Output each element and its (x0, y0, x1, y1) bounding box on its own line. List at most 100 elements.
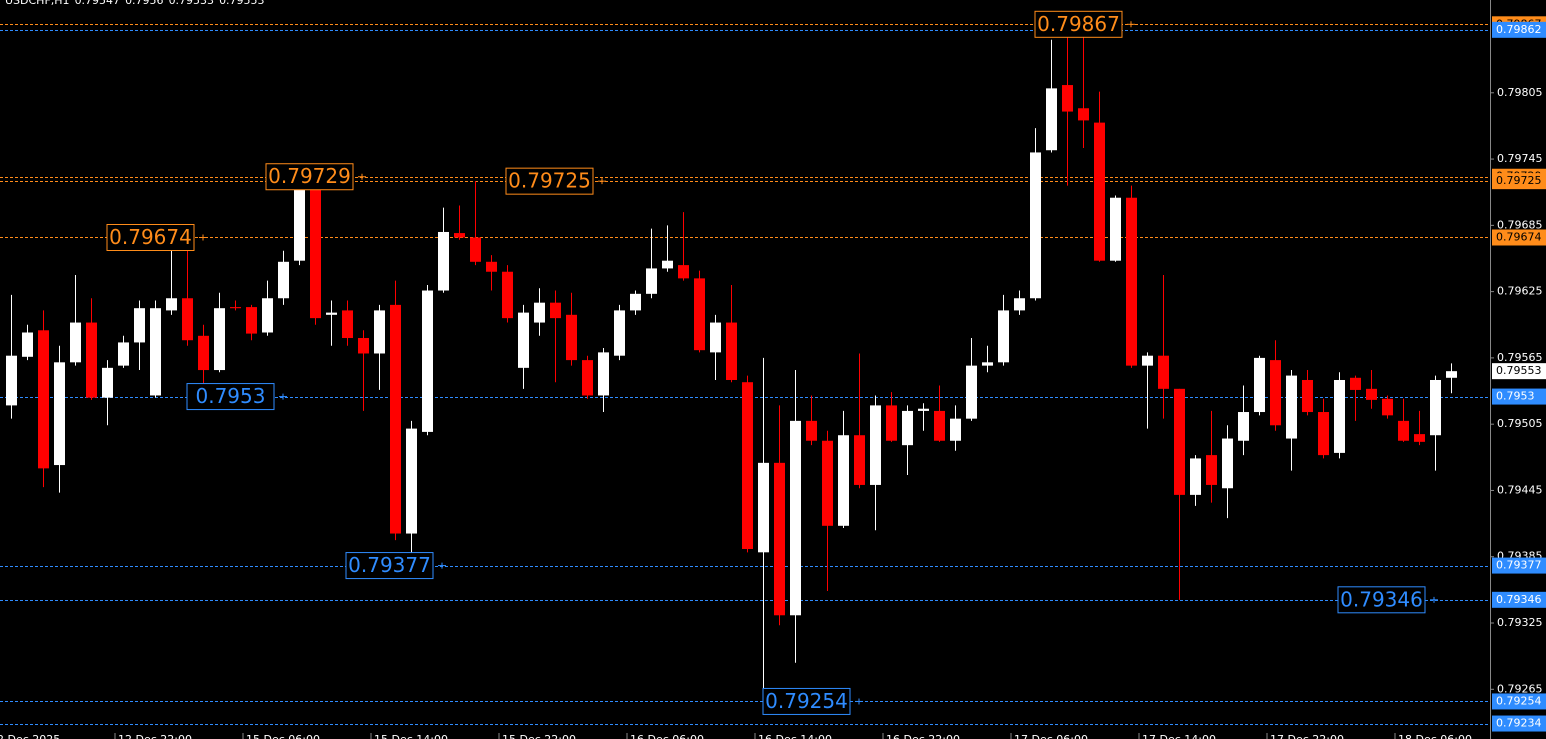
axis-level-box (1492, 21, 1546, 38)
level-label: 0.79674 (109, 225, 192, 249)
candle-body (1398, 420, 1409, 441)
level-label-box (345, 552, 434, 580)
candle-body (1254, 357, 1265, 413)
candle-body (630, 293, 641, 311)
candle-body (726, 322, 737, 380)
candle-body (1078, 108, 1089, 121)
level-label-box (505, 167, 594, 195)
level-label: 0.7953 (196, 384, 266, 408)
candle-body (102, 367, 113, 398)
x-tick-label: 15 Dec 06:00 (246, 733, 320, 739)
axis-level-label: 0.79674 (1496, 230, 1542, 243)
candle-body (550, 302, 561, 319)
candle-body (1318, 412, 1329, 456)
candle-body (950, 418, 961, 441)
candle-body (1382, 398, 1393, 416)
level-label: 0.79729 (268, 164, 351, 188)
axis-level-label: 0.7953 (1496, 390, 1535, 403)
header: USDCHF,H1 0.79547 0.7956 0.79533 0.79553 (5, 0, 265, 7)
candle-body (534, 302, 545, 323)
candle-body (934, 410, 945, 441)
candle-body (470, 237, 481, 262)
axis-level-label: 0.79862 (1496, 23, 1542, 36)
candle-body (230, 307, 241, 309)
candle-body (54, 362, 65, 466)
candle-body (1190, 458, 1201, 495)
y-tick-label: 0.79745 (1497, 152, 1543, 165)
candle-body (246, 307, 257, 334)
candle-body (1366, 388, 1377, 400)
candle-body (566, 314, 577, 361)
axis-level-box (1492, 715, 1546, 732)
y-tick-label: 0.79325 (1497, 616, 1543, 629)
candle-body (1110, 197, 1121, 261)
candle-body (150, 308, 161, 396)
candle-body (278, 261, 289, 299)
candle-body (454, 233, 465, 238)
candle-body (326, 312, 337, 315)
candle-body (966, 365, 977, 419)
x-tick-label: 18 Dec 06:00 (1398, 733, 1472, 739)
candle-body (1238, 412, 1249, 441)
candle-body (902, 410, 913, 446)
candle-body (854, 435, 865, 485)
x-tick-label: 15 Dec 22:00 (502, 733, 576, 739)
candle-body (422, 290, 433, 432)
candle-body (1414, 434, 1425, 442)
candle-body (1174, 388, 1185, 495)
candle-body (598, 352, 609, 396)
candle-body (582, 360, 593, 396)
candle-body (1046, 88, 1057, 151)
candle-body (166, 298, 177, 311)
candle-body (886, 405, 897, 441)
candle-body (742, 382, 753, 550)
x-tick-label: 12 Dec 22:00 (118, 733, 192, 739)
x-tick-label: 12 Dec 2025 (0, 733, 60, 739)
candle-body (1446, 371, 1457, 378)
y-tick-label: 0.79505 (1497, 417, 1543, 430)
candle-body (694, 278, 705, 351)
candle-body (374, 310, 385, 354)
candle-body (182, 298, 193, 341)
candle-body (502, 271, 513, 319)
y-tick-label: 0.79265 (1497, 682, 1543, 695)
level-label-box (265, 163, 354, 191)
axis-level-label: 0.79254 (1496, 694, 1542, 707)
candle-body (22, 332, 33, 357)
header-high: 0.7956 (125, 0, 164, 7)
candle-body (6, 355, 17, 406)
candle-body (38, 330, 49, 469)
candle-body (86, 322, 97, 398)
y-tick-label: 0.79625 (1497, 285, 1543, 298)
axis-level-box (1492, 388, 1546, 405)
candle-body (118, 342, 129, 366)
x-tick-label: 17 Dec 22:00 (1270, 733, 1344, 739)
y-tick-label: 0.79445 (1497, 483, 1543, 496)
axis-level-label: 0.79234 (1496, 717, 1542, 730)
axis-level-box (1492, 557, 1546, 574)
level-label: 0.79725 (508, 169, 591, 193)
candle-body (614, 310, 625, 356)
candle-body (70, 322, 81, 363)
candle-body (1062, 85, 1073, 112)
candle-body (774, 462, 785, 616)
level-label: 0.79346 (1340, 587, 1423, 611)
candle-body (870, 405, 881, 485)
candle-body (662, 260, 673, 269)
level-label-box (1337, 586, 1426, 614)
x-tick-label: 16 Dec 06:00 (630, 733, 704, 739)
y-tick-label: 0.79805 (1497, 86, 1543, 99)
candle-body (1270, 360, 1281, 426)
candle-body (294, 189, 305, 261)
axis-level-box (1492, 229, 1546, 246)
candle-body (1158, 355, 1169, 389)
header-low: 0.79533 (169, 0, 215, 7)
candle-body (310, 189, 321, 319)
candle-body (918, 408, 929, 411)
candle-body (1222, 438, 1233, 489)
candle-body (1286, 375, 1297, 439)
candle-body (358, 338, 369, 354)
candle-body (262, 298, 273, 333)
axis-level-label: 0.79377 (1496, 559, 1542, 572)
